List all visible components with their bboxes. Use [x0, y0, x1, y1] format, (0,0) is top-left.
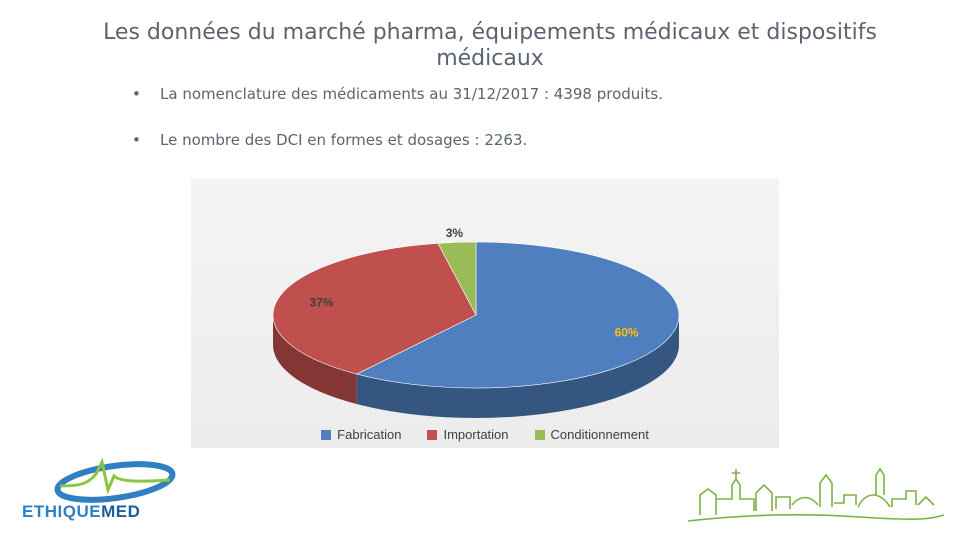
legend-item-fabrication: Fabrication	[321, 427, 401, 442]
pie-chart-svg: 60% 37% 3%	[272, 226, 680, 418]
chart-legend: Fabrication Importation Conditionnement	[191, 427, 779, 442]
legend-item-conditionnement: Conditionnement	[534, 427, 649, 442]
bullet-text: Le nombre des DCI en formes et dosages :…	[160, 131, 528, 149]
legend-swatch	[534, 429, 545, 440]
bullet-item: • Le nombre des DCI en formes et dosages…	[130, 130, 890, 150]
ethiquemed-wordmark: ETHIQUEMED	[22, 502, 140, 522]
bullet-item: • La nomenclature des médicaments au 31/…	[130, 84, 890, 104]
legend-label: Importation	[443, 427, 509, 442]
legend-swatch	[427, 429, 438, 440]
slide-title: Les données du marché pharma, équipement…	[103, 20, 877, 71]
data-label-conditionnement: 3%	[446, 226, 464, 240]
pie-chart: 60% 37% 3% Fabrication Importation Condition…	[191, 178, 779, 448]
ethiquemed-logo-mark	[54, 457, 176, 503]
legend-item-importation: Importation	[427, 427, 509, 442]
data-label-importation: 37%	[309, 296, 333, 310]
ethique-text: ETHIQUE	[22, 502, 102, 521]
bullet-marker: •	[132, 85, 141, 103]
bullet-list: • La nomenclature des médicaments au 31/…	[130, 84, 890, 176]
pie-side-fabrication	[356, 315, 679, 418]
pie-slice-conditionnement	[437, 241, 477, 316]
bullet-text: La nomenclature des médicaments au 31/12…	[160, 85, 663, 103]
bullet-marker: •	[132, 131, 141, 149]
legend-label: Fabrication	[337, 427, 402, 442]
legend-label: Conditionnement	[550, 427, 649, 442]
data-label-fabrication: 60%	[615, 326, 639, 340]
city-skyline-logo	[687, 467, 945, 522]
pie-slice-fabrication	[355, 241, 680, 389]
med-text: MED	[101, 502, 141, 521]
pie-slice-importation	[272, 242, 477, 375]
ethiquemed-logo: ETHIQUEMED	[20, 452, 215, 524]
legend-swatch	[321, 429, 332, 440]
